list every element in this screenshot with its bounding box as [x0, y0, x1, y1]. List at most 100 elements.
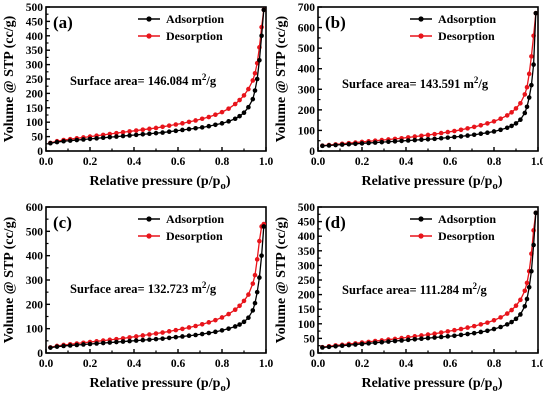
data-point-adsorption	[87, 341, 93, 347]
data-point-desorption	[153, 331, 159, 336]
data-point-desorption	[518, 100, 523, 106]
data-point-adsorption	[199, 125, 205, 130]
legend-marker-adsorption	[418, 216, 424, 222]
data-point-adsorption	[48, 140, 53, 146]
y-tick-label: 100	[26, 117, 44, 129]
data-point-adsorption	[419, 336, 424, 341]
data-point-desorption	[522, 288, 528, 294]
data-point-adsorption	[498, 324, 503, 330]
data-point-adsorption	[399, 338, 404, 343]
plot-frame	[45, 206, 267, 354]
panel-b: 0.0 0.2 0.4 0.6 0.8 1.0 0 100 200 300 400 500 600 700…	[274, 2, 543, 192]
data-point-adsorption	[359, 141, 365, 146]
data-point-adsorption	[94, 136, 99, 141]
data-point-adsorption	[425, 335, 431, 341]
data-point-desorption	[193, 118, 198, 123]
data-point-desorption	[465, 325, 470, 330]
data-point-adsorption	[193, 332, 198, 338]
data-point-adsorption	[513, 316, 519, 322]
x-tick-label: 1.0	[259, 358, 274, 370]
plot-frame	[317, 206, 539, 354]
data-point-desorption	[513, 106, 519, 111]
data-point-desorption	[458, 326, 464, 332]
y-tick-label: 700	[298, 2, 316, 14]
data-point-desorption	[419, 333, 424, 338]
x-axis-title: Relative pressure (p/po)	[361, 376, 502, 394]
legend-marker-adsorption	[146, 216, 152, 222]
data-point-adsorption	[498, 127, 503, 133]
legend-label-adsorption: Adsorption	[438, 212, 496, 226]
data-point-adsorption	[54, 344, 60, 349]
y-tick-label: 400	[298, 231, 316, 243]
panel-label: (b)	[325, 13, 346, 32]
data-point-adsorption	[133, 132, 139, 138]
data-point-adsorption	[522, 110, 528, 116]
data-point-adsorption	[127, 338, 132, 344]
data-point-desorption	[504, 113, 510, 118]
data-point-adsorption	[237, 322, 242, 327]
data-point-desorption	[524, 84, 530, 90]
data-point-adsorption	[140, 131, 146, 137]
x-axis-title: Relative pressure (p/po)	[89, 376, 230, 394]
data-point-adsorption	[438, 135, 444, 141]
data-point-adsorption	[346, 141, 352, 147]
data-point-adsorption	[471, 132, 477, 138]
panel-label: (c)	[53, 213, 72, 232]
data-point-adsorption	[353, 141, 358, 147]
data-point-adsorption	[120, 339, 126, 344]
data-point-adsorption	[485, 130, 490, 135]
data-point-adsorption	[74, 342, 80, 348]
data-point-adsorption	[339, 343, 345, 349]
data-point-adsorption	[392, 139, 398, 144]
data-point-desorption	[465, 126, 470, 131]
data-point-adsorption	[432, 136, 437, 142]
data-point-adsorption	[359, 341, 365, 347]
data-point-desorption	[471, 124, 477, 130]
data-point-adsorption	[445, 334, 451, 339]
data-point-adsorption	[531, 242, 536, 248]
data-point-adsorption	[339, 142, 345, 147]
y-tick-label: 200	[26, 88, 44, 100]
data-point-desorption	[199, 321, 205, 327]
data-point-adsorption	[533, 210, 539, 216]
data-point-adsorption	[326, 143, 332, 148]
data-point-adsorption	[67, 343, 73, 348]
data-point-adsorption	[353, 342, 358, 347]
data-point-desorption	[166, 123, 172, 128]
data-point-desorption	[127, 129, 132, 134]
data-point-desorption	[186, 325, 192, 330]
data-point-adsorption	[114, 134, 119, 139]
y-tick-label: 450	[26, 16, 44, 28]
x-tick-label: 0.0	[311, 358, 326, 370]
data-point-desorption	[133, 334, 139, 339]
data-point-adsorption	[67, 138, 73, 143]
data-point-adsorption	[107, 134, 113, 140]
data-point-adsorption	[261, 7, 267, 13]
data-point-desorption	[160, 124, 165, 130]
data-point-adsorption	[504, 322, 510, 327]
data-point-adsorption	[452, 333, 457, 339]
panel-label: (d)	[325, 213, 346, 232]
y-tick-label: 100	[26, 324, 44, 336]
y-tick-label: 500	[26, 2, 44, 14]
data-point-adsorption	[81, 342, 86, 347]
data-point-adsorption	[485, 328, 490, 334]
x-tick-label: 0.6	[171, 156, 186, 168]
data-point-adsorption	[445, 135, 451, 140]
data-point-desorption	[485, 320, 490, 325]
data-point-desorption	[133, 128, 139, 133]
series-line-adsorption	[322, 212, 537, 349]
data-point-desorption	[206, 114, 212, 120]
y-tick-label: 400	[26, 251, 44, 263]
y-tick-label: 100	[298, 319, 316, 331]
x-tick-label: 0.8	[215, 156, 230, 168]
panel-a: 0.0 0.2 0.4 0.6 0.8 1.0 0 50 100 150 200 250 300 350 4…	[2, 2, 273, 192]
y-tick-label: 300	[298, 260, 316, 272]
data-point-desorption	[186, 119, 192, 125]
panel-d: 0.0 0.2 0.4 0.6 0.8 1.0 0 50 100 150 200 250 300 350 4…	[274, 202, 543, 394]
y-tick-label: 300	[298, 84, 316, 96]
data-point-adsorption	[166, 335, 172, 341]
y-tick-label: 500	[298, 43, 316, 55]
data-point-adsorption	[372, 140, 378, 145]
data-point-adsorption	[252, 88, 258, 93]
